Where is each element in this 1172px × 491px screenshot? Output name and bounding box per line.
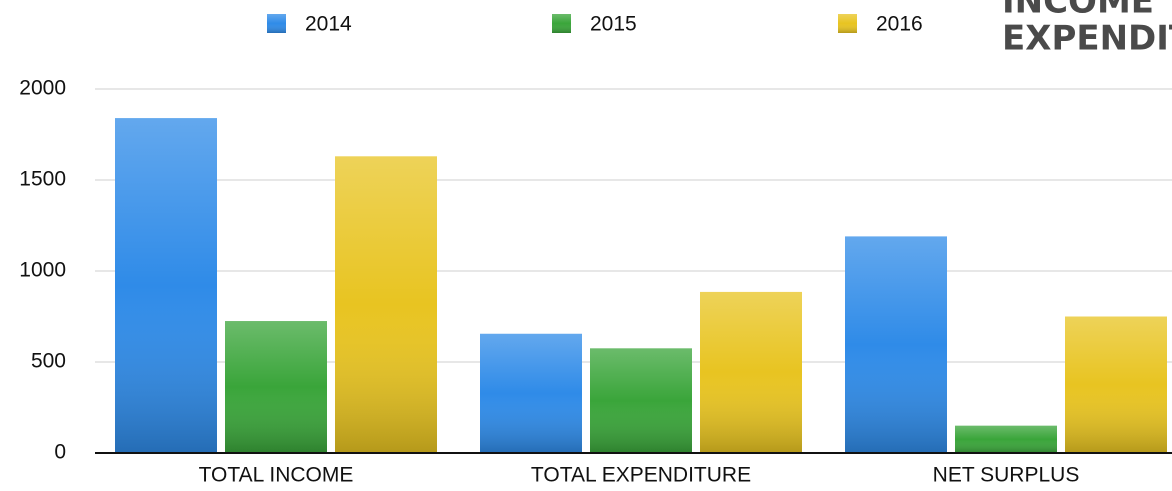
legend-swatch-shade — [838, 14, 857, 33]
bar-shade — [335, 156, 437, 453]
y-tick-label: 1000 — [19, 259, 66, 282]
legend-label: 2014 — [305, 13, 352, 36]
chart-title: EXPENDIT — [1002, 19, 1172, 59]
bar-shade — [845, 236, 947, 453]
bar-shade — [955, 425, 1057, 453]
y-tick-label: 0 — [54, 441, 66, 464]
bar-shade — [1065, 316, 1167, 453]
legend-swatch-shade — [267, 14, 286, 33]
bar-shade — [480, 333, 582, 453]
bar-shade — [225, 321, 327, 453]
x-tick-label: TOTAL INCOME — [199, 464, 354, 487]
chart-title: INCOME — [1002, 0, 1154, 22]
legend-swatch-shade — [552, 14, 571, 33]
bar-shade — [700, 291, 802, 453]
legend-label: 2015 — [590, 13, 637, 36]
bar-shade — [590, 348, 692, 453]
x-tick-label: TOTAL EXPENDITURE — [531, 464, 751, 487]
bar-shade — [115, 118, 217, 454]
y-tick-label: 500 — [31, 350, 66, 373]
y-tick-label: 2000 — [19, 77, 66, 100]
x-tick-label: NET SURPLUS — [933, 464, 1080, 487]
legend-label: 2016 — [876, 13, 923, 36]
y-tick-label: 1500 — [19, 168, 66, 191]
